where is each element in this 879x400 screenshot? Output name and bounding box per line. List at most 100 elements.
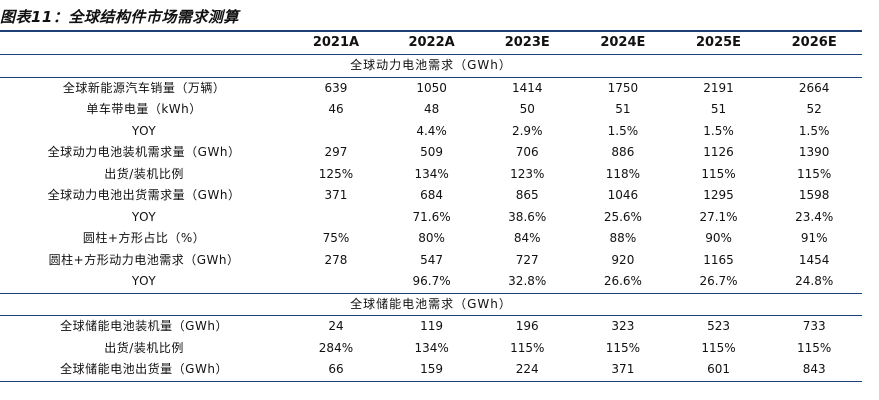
table-row: 出货/装机比例 284% 134% 115% 115% 115% 115% (0, 338, 862, 360)
table-cell: 371 (575, 359, 671, 382)
table-cell: 115% (797, 340, 832, 355)
table-cell: 159 (383, 359, 480, 382)
table-cell: 26.6% (603, 274, 642, 288)
table-cell: 1295 (703, 188, 734, 202)
table-cell: 920 (611, 252, 635, 267)
table-row: 全球储能电池出货量（GWh） 66 159 224 371 601 843 (0, 359, 862, 382)
table-cell: 119 (420, 319, 444, 333)
header-cell-label (0, 32, 289, 55)
table-cell: 75% (322, 231, 350, 245)
table-cell: 24 (328, 319, 344, 333)
table-cell: 125% (318, 166, 354, 181)
table-cell: 1414 (511, 80, 543, 95)
table-cell: 1454 (798, 252, 830, 267)
table-cell: 509 (420, 145, 444, 159)
table-row: 圆柱+方形动力电池需求（GWh） 278 547 727 920 1165 1454 (0, 250, 862, 272)
table-cell: 1750 (607, 80, 639, 95)
table-cell: 547 (420, 252, 444, 267)
row-label: 出货/装机比例 (104, 166, 184, 181)
table-row: 全球动力电池出货需求量（GWh） 371 684 865 1046 1295 1598 (0, 185, 862, 207)
market-demand-table: 2021A 2022A 2023E 2024E 2025E 2026E 全球动力… (0, 32, 862, 382)
table-cell: 297 (324, 145, 348, 159)
table-cell: 733 (802, 319, 826, 333)
header-cell-2026e: 2026E (766, 32, 862, 55)
table-cell: 115% (701, 340, 736, 355)
header-cell-2021a: 2021A (288, 32, 384, 55)
table-cell: 84% (513, 231, 541, 245)
table-cell: 38.6% (508, 209, 547, 224)
section-header-row: 全球动力电池需求（GWh） (0, 54, 862, 78)
table-row: YOY 4.4% 2.9% 1.5% 1.5% 1.5% (0, 121, 862, 143)
table-cell: 601 (670, 359, 767, 382)
table-cell: 224 (479, 359, 576, 382)
figure-title: 图表11：全球结构件市场需求测算 (0, 8, 239, 26)
table-cell: 371 (324, 188, 348, 202)
table-cell: 639 (324, 80, 348, 95)
row-label: YOY (131, 209, 157, 224)
table-cell: 26.7% (699, 274, 738, 288)
row-label: 单车带电量（kWh） (86, 102, 202, 116)
table-cell: 51 (710, 102, 727, 116)
table-row: YOY 71.6% 38.6% 25.6% 27.1% 23.4% (0, 207, 862, 229)
header-cell-2024e: 2024E (575, 32, 671, 55)
row-label: 全球储能电池装机量（GWh） (60, 319, 228, 333)
table-cell: 2664 (798, 80, 830, 95)
table-cell: 1.5% (703, 123, 734, 138)
table-cell: 4.4% (416, 123, 447, 138)
table-cell: 323 (611, 319, 635, 333)
table-cell: 727 (515, 252, 539, 267)
table-cell: 1.5% (798, 123, 830, 138)
header-cell-2022a: 2022A (383, 32, 480, 55)
table-cell: 115% (510, 340, 545, 355)
table-cell: 684 (420, 188, 444, 202)
table-row: YOY 96.7% 32.8% 26.6% 26.7% 24.8% (0, 271, 862, 293)
title-divider (0, 30, 862, 32)
table-cell: 50 (519, 102, 535, 116)
row-label: 圆柱+方形占比（%） (82, 231, 206, 245)
table-cell: 66 (288, 359, 384, 382)
table-cell (288, 121, 384, 143)
section-title: 全球储能电池需求（GWh） (0, 292, 862, 316)
table-cell: 134% (414, 166, 449, 181)
table-cell: 865 (515, 188, 539, 202)
table-cell: 2191 (703, 80, 734, 95)
table-cell: 284% (318, 340, 354, 355)
table-row: 单车带电量（kWh） 46 48 50 51 51 52 (0, 99, 862, 121)
table-cell: 134% (414, 340, 449, 355)
table-cell: 90% (705, 231, 732, 245)
table-cell: 71.6% (412, 209, 451, 224)
row-label: 圆柱+方形动力电池需求（GWh） (48, 252, 240, 267)
table-cell: 115% (701, 166, 736, 181)
table-cell: 115% (605, 340, 641, 355)
table-row: 全球新能源汽车销量（万辆） 639 1050 1414 1750 2191 2664 (0, 77, 862, 99)
row-label: 全球新能源汽车销量（万辆） (62, 80, 226, 95)
table-cell: 1046 (607, 188, 639, 202)
table-cell: 52 (806, 102, 822, 116)
table-cell: 91% (800, 231, 828, 245)
row-label: 出货/装机比例 (104, 340, 184, 355)
table-cell: 1598 (798, 188, 830, 202)
table-cell: 32.8% (508, 274, 547, 288)
table-row: 全球动力电池装机需求量（GWh） 297 509 706 886 1126 1390 (0, 142, 862, 164)
table-cell: 25.6% (603, 209, 642, 224)
row-label: YOY (131, 123, 157, 138)
header-row: 2021A 2022A 2023E 2024E 2025E 2026E (0, 32, 862, 55)
table-cell: 115% (797, 166, 832, 181)
table-row: 全球储能电池装机量（GWh） 24 119 196 323 523 733 (0, 316, 862, 338)
table-cell: 278 (324, 252, 348, 267)
table-cell: 843 (766, 359, 862, 382)
header-cell-2025e: 2025E (670, 32, 767, 55)
table-cell: 706 (515, 145, 539, 159)
table-cell (288, 207, 384, 229)
table-row: 圆柱+方形占比（%） 75% 80% 84% 88% 90% 91% (0, 228, 862, 250)
table-cell: 1126 (703, 145, 734, 159)
table-cell (288, 271, 384, 293)
table-cell: 48 (423, 102, 440, 116)
table-cell: 51 (615, 102, 631, 116)
table-cell: 27.1% (699, 209, 738, 224)
row-label: YOY (131, 274, 157, 288)
table-row: 出货/装机比例 125% 134% 123% 118% 115% 115% (0, 164, 862, 186)
table-cell: 123% (510, 166, 545, 181)
table-cell: 886 (611, 145, 635, 159)
table-cell: 88% (609, 231, 637, 245)
